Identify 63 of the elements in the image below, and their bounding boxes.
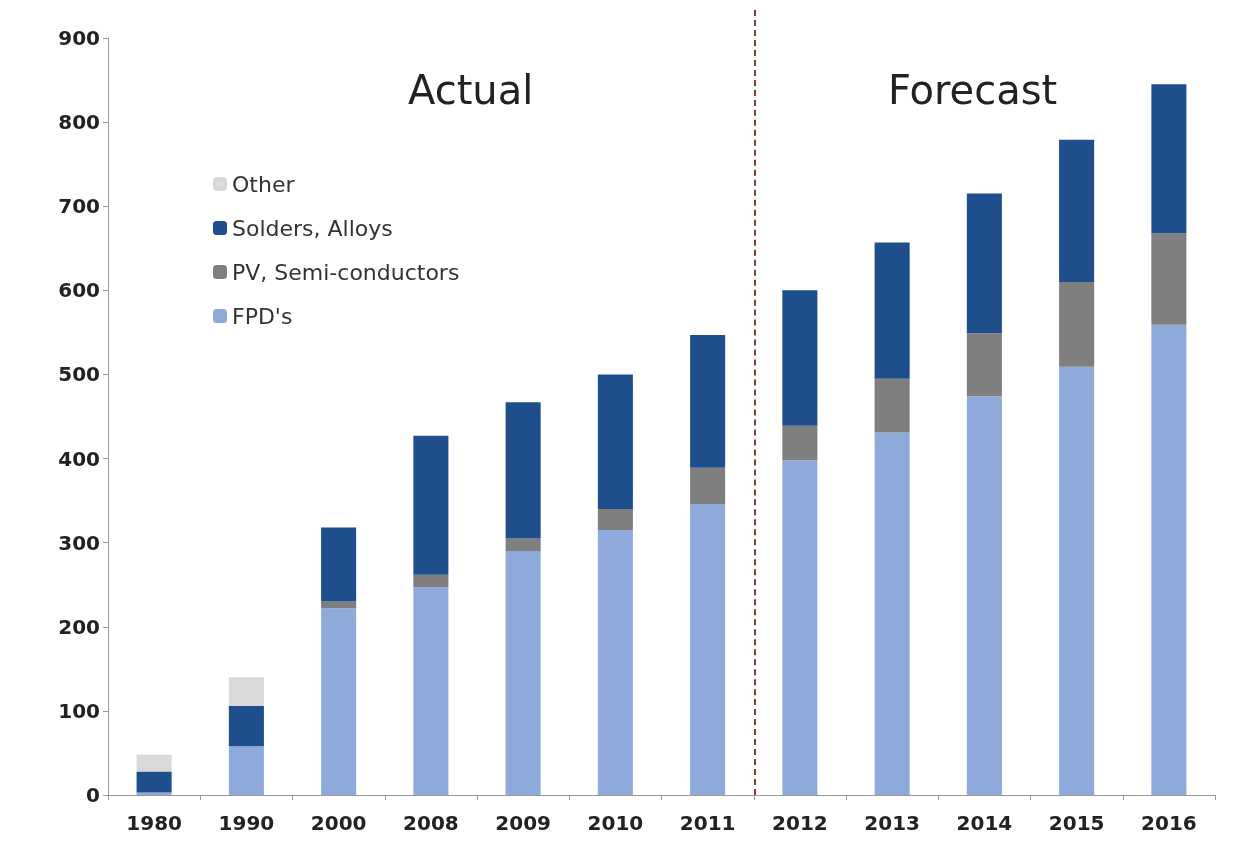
bar: [874, 378, 910, 433]
bar: [228, 677, 264, 706]
bar: [782, 425, 818, 461]
annotation: Actual: [408, 67, 534, 113]
x-tick-label: 2013: [864, 811, 920, 835]
x-tick-label: 2012: [772, 811, 828, 835]
x-tick-label: 1990: [218, 811, 275, 835]
bar: [597, 530, 633, 795]
x-tick-label: 2000: [310, 811, 367, 835]
annotation: Forecast: [888, 67, 1058, 113]
bar: [136, 792, 172, 795]
y-tick-label: 700: [58, 194, 100, 219]
bar: [136, 771, 172, 793]
bar: [1151, 324, 1187, 795]
bar: [690, 467, 726, 504]
y-tick-label: 200: [58, 614, 100, 639]
bar: [228, 705, 264, 747]
bar: [690, 334, 726, 468]
bar: [505, 551, 541, 795]
x-tick-label: 2010: [587, 811, 644, 835]
bar: [966, 333, 1002, 397]
bar: [690, 503, 726, 795]
bar: [505, 538, 541, 552]
bar: [966, 396, 1002, 795]
bar: [136, 754, 172, 772]
bar: [413, 435, 449, 575]
y-tick-label: 0: [86, 783, 100, 807]
bar: [1059, 139, 1095, 282]
bar: [505, 402, 541, 539]
bar: [321, 608, 357, 795]
x-tick-label: 2008: [403, 811, 459, 835]
bar: [321, 527, 357, 602]
y-tick-label: 400: [58, 446, 100, 471]
x-tick-label: 2014: [956, 811, 1013, 835]
bar: [1151, 84, 1187, 234]
y-tick-label: 800: [58, 110, 100, 135]
legend-label: FPD's: [232, 303, 293, 329]
x-tick-label: 2015: [1048, 811, 1105, 835]
legend-label: Other: [232, 171, 296, 197]
bar: [413, 587, 449, 795]
bar: [1151, 233, 1187, 325]
bar: [966, 193, 1002, 334]
x-tick-label: 2011: [679, 811, 736, 835]
y-tick-label: 600: [58, 278, 100, 303]
y-tick-label: 500: [58, 362, 100, 387]
y-tick-label: 900: [58, 26, 100, 50]
legend-label: PV, Semi-conductors: [232, 259, 460, 285]
bar: [597, 509, 633, 531]
x-tick-label: 2016: [1141, 811, 1197, 835]
bar: [1059, 281, 1095, 367]
bar: [782, 460, 818, 795]
x-tick-label: 1980: [126, 811, 182, 835]
y-tick-label: 100: [58, 698, 100, 723]
bar: [228, 746, 264, 795]
bar: [874, 242, 910, 379]
bar: [597, 374, 633, 510]
bar: [413, 574, 449, 588]
y-tick-label: 300: [58, 530, 100, 555]
x-tick-label: 2009: [495, 811, 551, 835]
legend-label: Solders, Alloys: [232, 215, 393, 241]
bar: [1059, 366, 1095, 795]
bar: [874, 432, 910, 795]
bar: [782, 290, 818, 426]
